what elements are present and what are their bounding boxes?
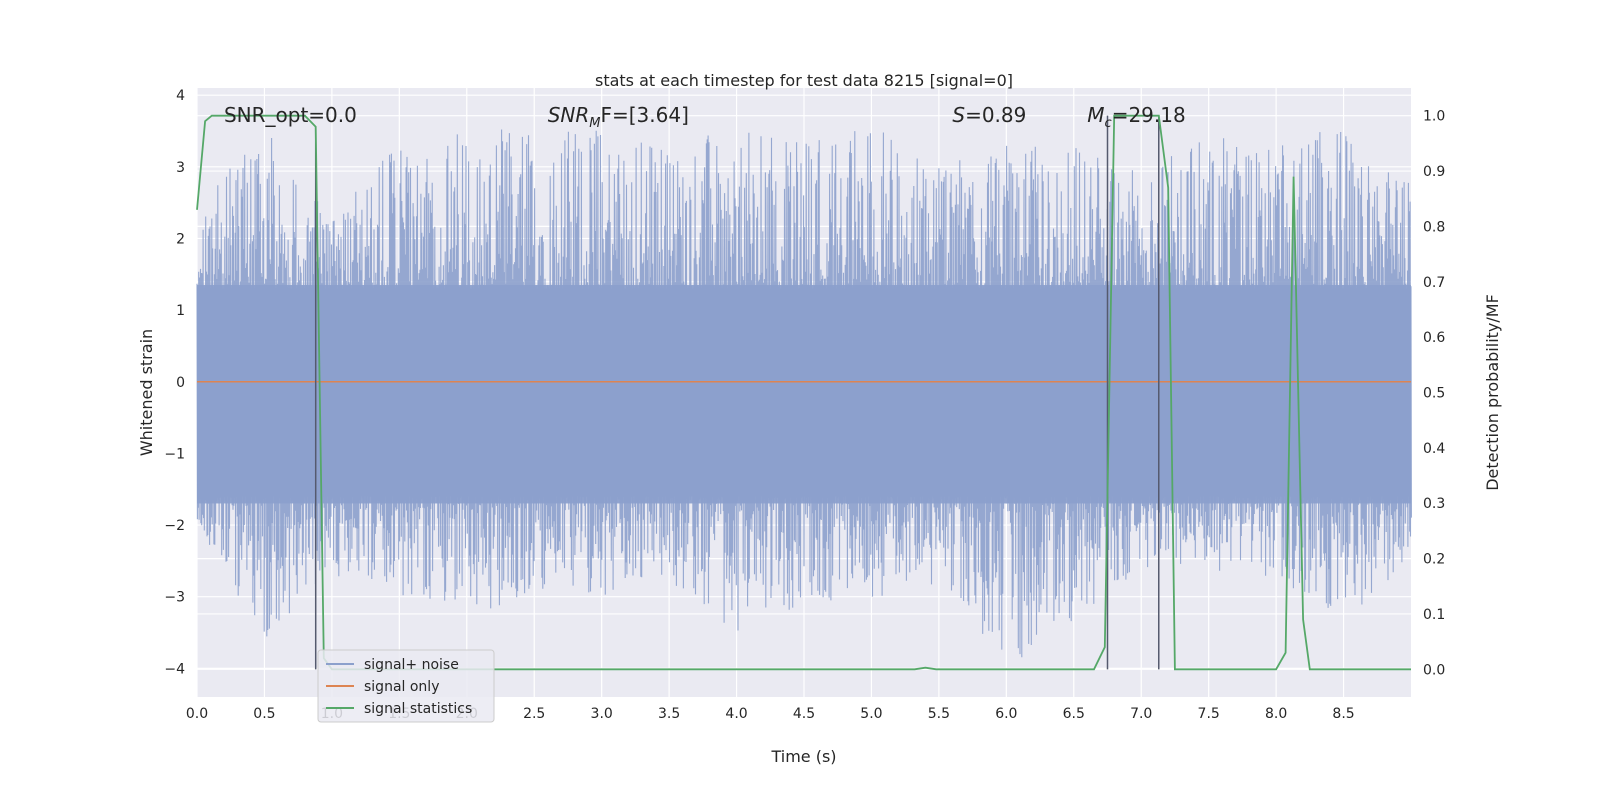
y2-tick-label: 0.5	[1423, 386, 1445, 402]
chart-title: stats at each timestep for test data 821…	[595, 71, 1013, 90]
y-tick-label: 0	[176, 375, 185, 391]
legend-label-signal-statistics: signal statistics	[364, 701, 472, 717]
y-tick-label: −1	[164, 446, 185, 462]
x-tick-label: 3.0	[591, 706, 613, 722]
s-tail: =0.89	[965, 103, 1026, 127]
y-tick-label: 3	[176, 160, 185, 176]
signal-statistics-line	[196, 114, 1411, 671]
y2-tick-label: 0.7	[1423, 275, 1445, 291]
signal-statistics-series	[196, 114, 1411, 671]
y2-tick-label: 0.4	[1423, 441, 1445, 457]
ticks: 0.00.51.01.52.02.53.03.54.04.55.05.56.06…	[164, 88, 1445, 722]
y2-axis-label: Detection probability/MF	[1483, 294, 1502, 491]
x-tick-label: 4.5	[793, 706, 815, 722]
y-tick-label: 1	[176, 303, 185, 319]
snr-opt-annotation: SNR_opt=0.0	[224, 103, 357, 127]
y2-tick-label: 0.8	[1423, 219, 1445, 235]
legend-label-signal-only: signal only	[364, 679, 439, 695]
x-tick-label: 2.5	[523, 706, 545, 722]
vertical-markers	[314, 115, 1160, 670]
x-tick-label: 0.0	[186, 706, 208, 722]
y-tick-label: −3	[164, 590, 185, 606]
x-tick-label: 7.5	[1198, 706, 1220, 722]
mc-main: M	[1087, 103, 1104, 127]
x-tick-label: 5.0	[860, 706, 882, 722]
mc-tail: =29.18	[1112, 103, 1186, 127]
y-tick-label: 2	[176, 231, 185, 247]
x-tick-label: 5.5	[928, 706, 950, 722]
legend-box	[317, 649, 495, 723]
signal-noise-line	[196, 129, 1412, 658]
snr-mf-sub: M	[589, 116, 600, 131]
y2-tick-label: 0.6	[1423, 330, 1445, 346]
x-axis-label: Time (s)	[770, 747, 836, 766]
x-tick-label: 0.5	[253, 706, 275, 722]
y-tick-label: −2	[164, 518, 185, 534]
snr-mf-tail: F=[3.64]	[600, 103, 688, 127]
s-annotation: S=0.89	[952, 103, 1026, 127]
legend: signal+ noise signal only signal statist…	[317, 649, 495, 723]
x-tick-label: 4.0	[725, 706, 747, 722]
mc-annotation: Mc=29.18	[1087, 103, 1185, 131]
x-tick-label: 8.5	[1332, 706, 1354, 722]
y2-tick-label: 0.2	[1423, 552, 1445, 568]
y-tick-label: 4	[176, 88, 185, 104]
y2-tick-label: 0.1	[1423, 607, 1445, 623]
x-tick-label: 6.0	[995, 706, 1017, 722]
y2-tick-label: 0.9	[1423, 164, 1445, 180]
y2-tick-label: 0.3	[1423, 496, 1445, 512]
x-tick-label: 6.5	[1063, 706, 1085, 722]
y-tick-label: −4	[164, 661, 185, 677]
mc-sub: c	[1105, 116, 1112, 131]
x-tick-label: 8.0	[1265, 706, 1287, 722]
snr-mf-annotation: SNRMF=[3.64]	[548, 103, 689, 131]
y2-tick-label: 0.0	[1423, 662, 1445, 678]
y-axis-label: Whitened strain	[137, 329, 156, 456]
x-tick-label: 7.0	[1130, 706, 1152, 722]
x-tick-label: 3.5	[658, 706, 680, 722]
legend-label-signal-noise: signal+ noise	[364, 657, 459, 673]
snr-mf-main: SNR	[548, 103, 590, 127]
s-main: S	[952, 103, 965, 127]
signal-noise-series	[196, 129, 1412, 658]
y2-tick-label: 1.0	[1423, 109, 1445, 125]
